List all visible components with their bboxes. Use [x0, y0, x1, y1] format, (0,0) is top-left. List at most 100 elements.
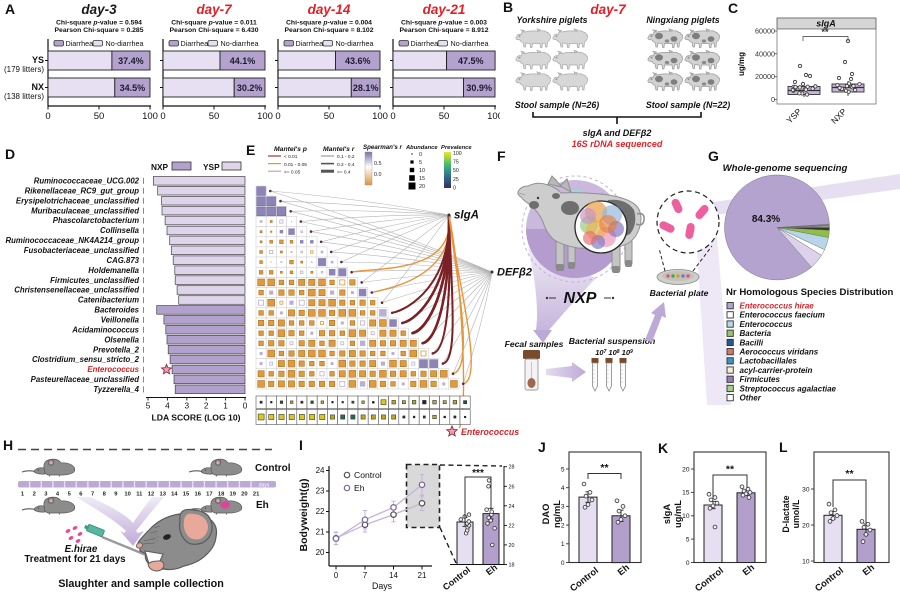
svg-text:NXP: NXP: [151, 162, 169, 172]
svg-text:5: 5: [419, 160, 422, 166]
svg-text:acyl-carrier-protein: acyl-carrier-protein: [740, 366, 813, 375]
svg-text:No-diarrhea: No-diarrhea: [106, 39, 144, 48]
svg-text:DEFβ2: DEFβ2: [497, 267, 532, 279]
svg-text:100: 100: [487, 111, 500, 122]
svg-text:0.1 - 0.2: 0.1 - 0.2: [337, 154, 355, 160]
svg-text:44.1%: 44.1%: [230, 56, 256, 66]
svg-text:107 108 109: 107 108 109: [595, 348, 633, 357]
svg-text:20: 20: [241, 492, 247, 498]
svg-text:23: 23: [316, 487, 325, 496]
svg-text:Tyzzerella_4: Tyzzerella_4: [93, 385, 139, 394]
svg-text:Eh: Eh: [741, 562, 757, 577]
svg-text:Collinsella: Collinsella: [100, 226, 140, 235]
svg-text:19: 19: [229, 492, 236, 498]
svg-text:Lactobacillales: Lactobacillales: [740, 357, 798, 366]
svg-text:0: 0: [334, 571, 339, 580]
svg-text:10: 10: [124, 492, 130, 498]
svg-text:YSP: YSP: [784, 106, 803, 125]
svg-text:sIgA and DEFβ2: sIgA and DEFβ2: [583, 128, 652, 138]
svg-text:Diarrhea: Diarrhea: [181, 39, 209, 48]
svg-text:Aerococcus viridans: Aerococcus viridans: [739, 348, 819, 357]
svg-text:28.1%: 28.1%: [353, 83, 379, 93]
svg-text:20: 20: [509, 543, 515, 549]
svg-text:50: 50: [324, 111, 335, 122]
svg-text:3: 3: [561, 504, 565, 511]
svg-text:**: **: [600, 462, 609, 474]
svg-text:Chi-square p-value = 0.003: Chi-square p-value = 0.003: [401, 20, 487, 27]
svg-text:14: 14: [389, 571, 398, 580]
svg-text:0: 0: [453, 185, 456, 191]
svg-text:43.6%: 43.6%: [345, 56, 371, 66]
svg-text:18: 18: [509, 563, 515, 569]
svg-text:34.5%: 34.5%: [120, 83, 146, 93]
svg-text:3: 3: [44, 492, 48, 498]
svg-text:0: 0: [243, 401, 248, 411]
svg-text:8: 8: [103, 492, 107, 498]
svg-text:Mantel's p: Mantel's p: [274, 146, 307, 153]
svg-text:YSP: YSP: [203, 162, 220, 172]
svg-text:25: 25: [453, 177, 459, 183]
svg-text:0: 0: [561, 560, 565, 567]
svg-text:20: 20: [802, 522, 810, 529]
svg-text:16: 16: [194, 492, 201, 498]
svg-text:Stool sample (N=22): Stool sample (N=22): [646, 100, 730, 110]
svg-text:30: 30: [802, 486, 810, 493]
svg-text:CAG.873: CAG.873: [106, 256, 139, 265]
svg-text:(138 litters): (138 litters): [4, 92, 44, 101]
svg-text:day-7: day-7: [590, 2, 627, 17]
svg-text:6: 6: [79, 492, 83, 498]
svg-text:0.01 - 0.05: 0.01 - 0.05: [284, 162, 307, 168]
svg-text:0: 0: [390, 111, 395, 122]
svg-text:Diarrhea: Diarrhea: [296, 39, 324, 48]
svg-text:ug/mL: ug/mL: [673, 500, 683, 528]
svg-text:20: 20: [316, 548, 325, 557]
svg-text:2: 2: [561, 522, 565, 529]
svg-text:4: 4: [561, 485, 565, 492]
svg-text:Chi-square p-value = 0.011: Chi-square p-value = 0.011: [171, 20, 257, 27]
svg-text:30.9%: 30.9%: [466, 83, 492, 93]
svg-text:Eh: Eh: [354, 483, 365, 493]
svg-text:YS: YS: [32, 55, 44, 65]
svg-text:Pearson Chi-square = 0.285: Pearson Chi-square = 0.285: [55, 27, 144, 34]
svg-text:Treatment for 21 days: Treatment for 21 days: [24, 554, 126, 565]
svg-text:Bacteria: Bacteria: [740, 329, 772, 338]
svg-text:50: 50: [209, 111, 220, 122]
svg-text:7: 7: [363, 571, 368, 580]
svg-text:Holdemanella: Holdemanella: [88, 266, 139, 275]
svg-text:4: 4: [56, 492, 60, 498]
svg-text:Erysipelotrichaceae_unclassifi: Erysipelotrichaceae_unclassified: [16, 196, 139, 205]
svg-text:0.0: 0.0: [374, 172, 382, 178]
svg-text:Olsenella: Olsenella: [104, 335, 139, 344]
svg-text:NXP: NXP: [564, 290, 597, 307]
svg-text:Pasteurellaceae_unclassified: Pasteurellaceae_unclassified: [31, 375, 140, 384]
svg-text:Ruminococcaceae_NK4A214_group: Ruminococcaceae_NK4A214_group: [6, 236, 140, 245]
svg-text:5: 5: [146, 401, 151, 411]
svg-text:Pearson Chi-square = 8.102: Pearson Chi-square = 8.102: [285, 27, 374, 34]
svg-text:30.2%: 30.2%: [237, 83, 263, 93]
svg-text:Control: Control: [813, 565, 845, 593]
svg-text:0.2 - 0.4: 0.2 - 0.4: [337, 162, 355, 168]
svg-text:40000: 40000: [755, 49, 775, 58]
svg-text:>= 0.4: >= 0.4: [337, 169, 351, 175]
svg-text:1: 1: [21, 492, 25, 498]
svg-text:15: 15: [419, 176, 425, 182]
svg-text:0: 0: [771, 95, 775, 104]
svg-text:day-3: day-3: [81, 2, 117, 17]
svg-text:0.5: 0.5: [374, 161, 382, 167]
svg-text:21: 21: [316, 528, 325, 537]
svg-text:Diarrhea: Diarrhea: [66, 39, 94, 48]
svg-text:50: 50: [453, 168, 459, 174]
svg-text:0: 0: [160, 111, 165, 122]
svg-text:Diarrhea: Diarrhea: [411, 39, 439, 48]
svg-text:E.hirae: E.hirae: [65, 544, 98, 555]
svg-text:sIgA: sIgA: [662, 504, 672, 524]
svg-text:NX: NX: [31, 82, 44, 92]
svg-text:Control: Control: [441, 565, 472, 593]
svg-text:14: 14: [171, 492, 178, 498]
svg-text:Enterococcus faecium: Enterococcus faecium: [740, 311, 825, 320]
svg-text:day-21: day-21: [423, 2, 466, 17]
svg-text:ng/mL: ng/mL: [552, 500, 562, 528]
svg-text:Slaughter and sample collectio: Slaughter and sample collection: [58, 578, 224, 590]
svg-text:days: days: [259, 483, 270, 489]
svg-text:Enterococcus hirae: Enterococcus hirae: [740, 302, 815, 311]
